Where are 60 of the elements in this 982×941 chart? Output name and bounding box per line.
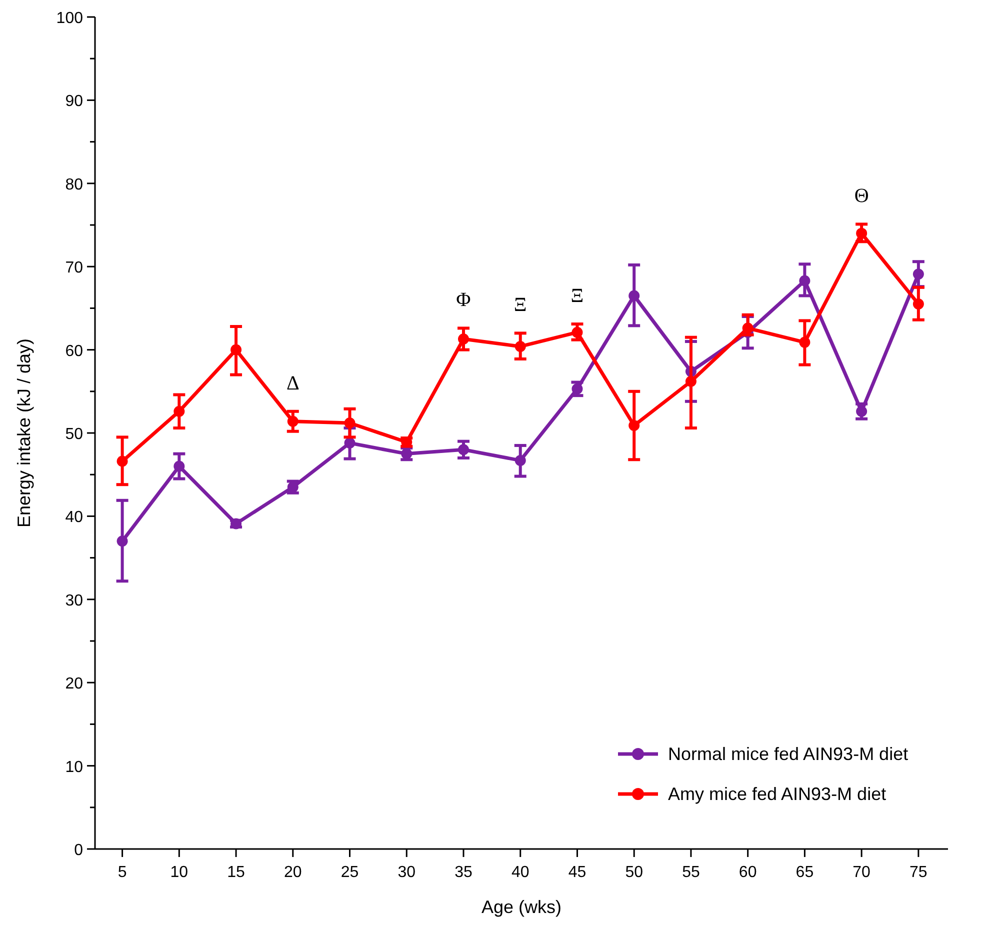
- point: [344, 418, 356, 429]
- y-tick-label: 30: [65, 592, 84, 610]
- point: [685, 376, 696, 387]
- x-tick-label: 55: [682, 864, 700, 881]
- x-tick-label: 35: [454, 864, 472, 881]
- annotation: Δ: [286, 372, 300, 394]
- point: [174, 406, 185, 417]
- point: [856, 406, 868, 417]
- point: [799, 336, 810, 348]
- x-tick-label: 65: [796, 864, 814, 881]
- annotation: Φ: [456, 289, 472, 312]
- point: [742, 322, 754, 334]
- y-tick-label: 20: [65, 676, 84, 693]
- x-axis-title: Age (wks): [481, 897, 562, 917]
- point: [401, 448, 412, 460]
- y-tick-label: 10: [65, 758, 84, 776]
- point: [230, 344, 242, 356]
- x-tick-label: 30: [398, 864, 416, 881]
- annotation: Θ: [854, 185, 869, 208]
- point: [912, 298, 924, 310]
- legend-label: Normal mice fed AIN93-M diet: [668, 744, 908, 764]
- y-tick-label: 0: [74, 842, 84, 859]
- x-tick-label: 60: [738, 864, 757, 881]
- x-tick-label: 20: [284, 864, 302, 881]
- legend-label: Amy mice fed AIN93-M diet: [668, 784, 886, 804]
- y-tick-label: 50: [65, 426, 84, 443]
- x-tick-label: 40: [511, 864, 530, 881]
- x-tick-label: 50: [625, 864, 644, 881]
- y-tick-label: 100: [56, 10, 84, 27]
- x-tick-label: 70: [852, 864, 871, 881]
- y-tick-label: 60: [65, 342, 84, 360]
- y-tick-label: 70: [65, 260, 84, 277]
- point: [912, 268, 924, 280]
- point: [174, 460, 185, 472]
- x-tick-label: 75: [910, 864, 928, 881]
- point: [572, 326, 583, 338]
- y-axis-title: Energy intake (kJ / day): [14, 338, 34, 528]
- y-tick-label: 40: [65, 509, 84, 526]
- x-tick-label: 45: [568, 864, 586, 881]
- point: [856, 228, 868, 239]
- point: [344, 437, 356, 448]
- annotation: Ξ: [570, 285, 584, 308]
- x-tick-label: 15: [227, 864, 246, 881]
- point: [116, 456, 128, 467]
- y-tick-label: 90: [65, 93, 84, 110]
- point: [514, 340, 526, 352]
- y-tick-label: 80: [65, 176, 84, 194]
- point: [514, 454, 526, 466]
- point: [458, 333, 469, 344]
- point: [628, 290, 640, 302]
- point: [572, 383, 583, 394]
- x-tick-label: 5: [118, 864, 127, 881]
- x-tick-label: 10: [170, 864, 188, 881]
- point: [287, 416, 298, 427]
- point: [458, 444, 469, 456]
- point: [628, 420, 640, 432]
- annotation: Ξ: [514, 294, 527, 316]
- point: [799, 275, 810, 286]
- x-tick-label: 25: [340, 864, 359, 881]
- point: [116, 536, 128, 547]
